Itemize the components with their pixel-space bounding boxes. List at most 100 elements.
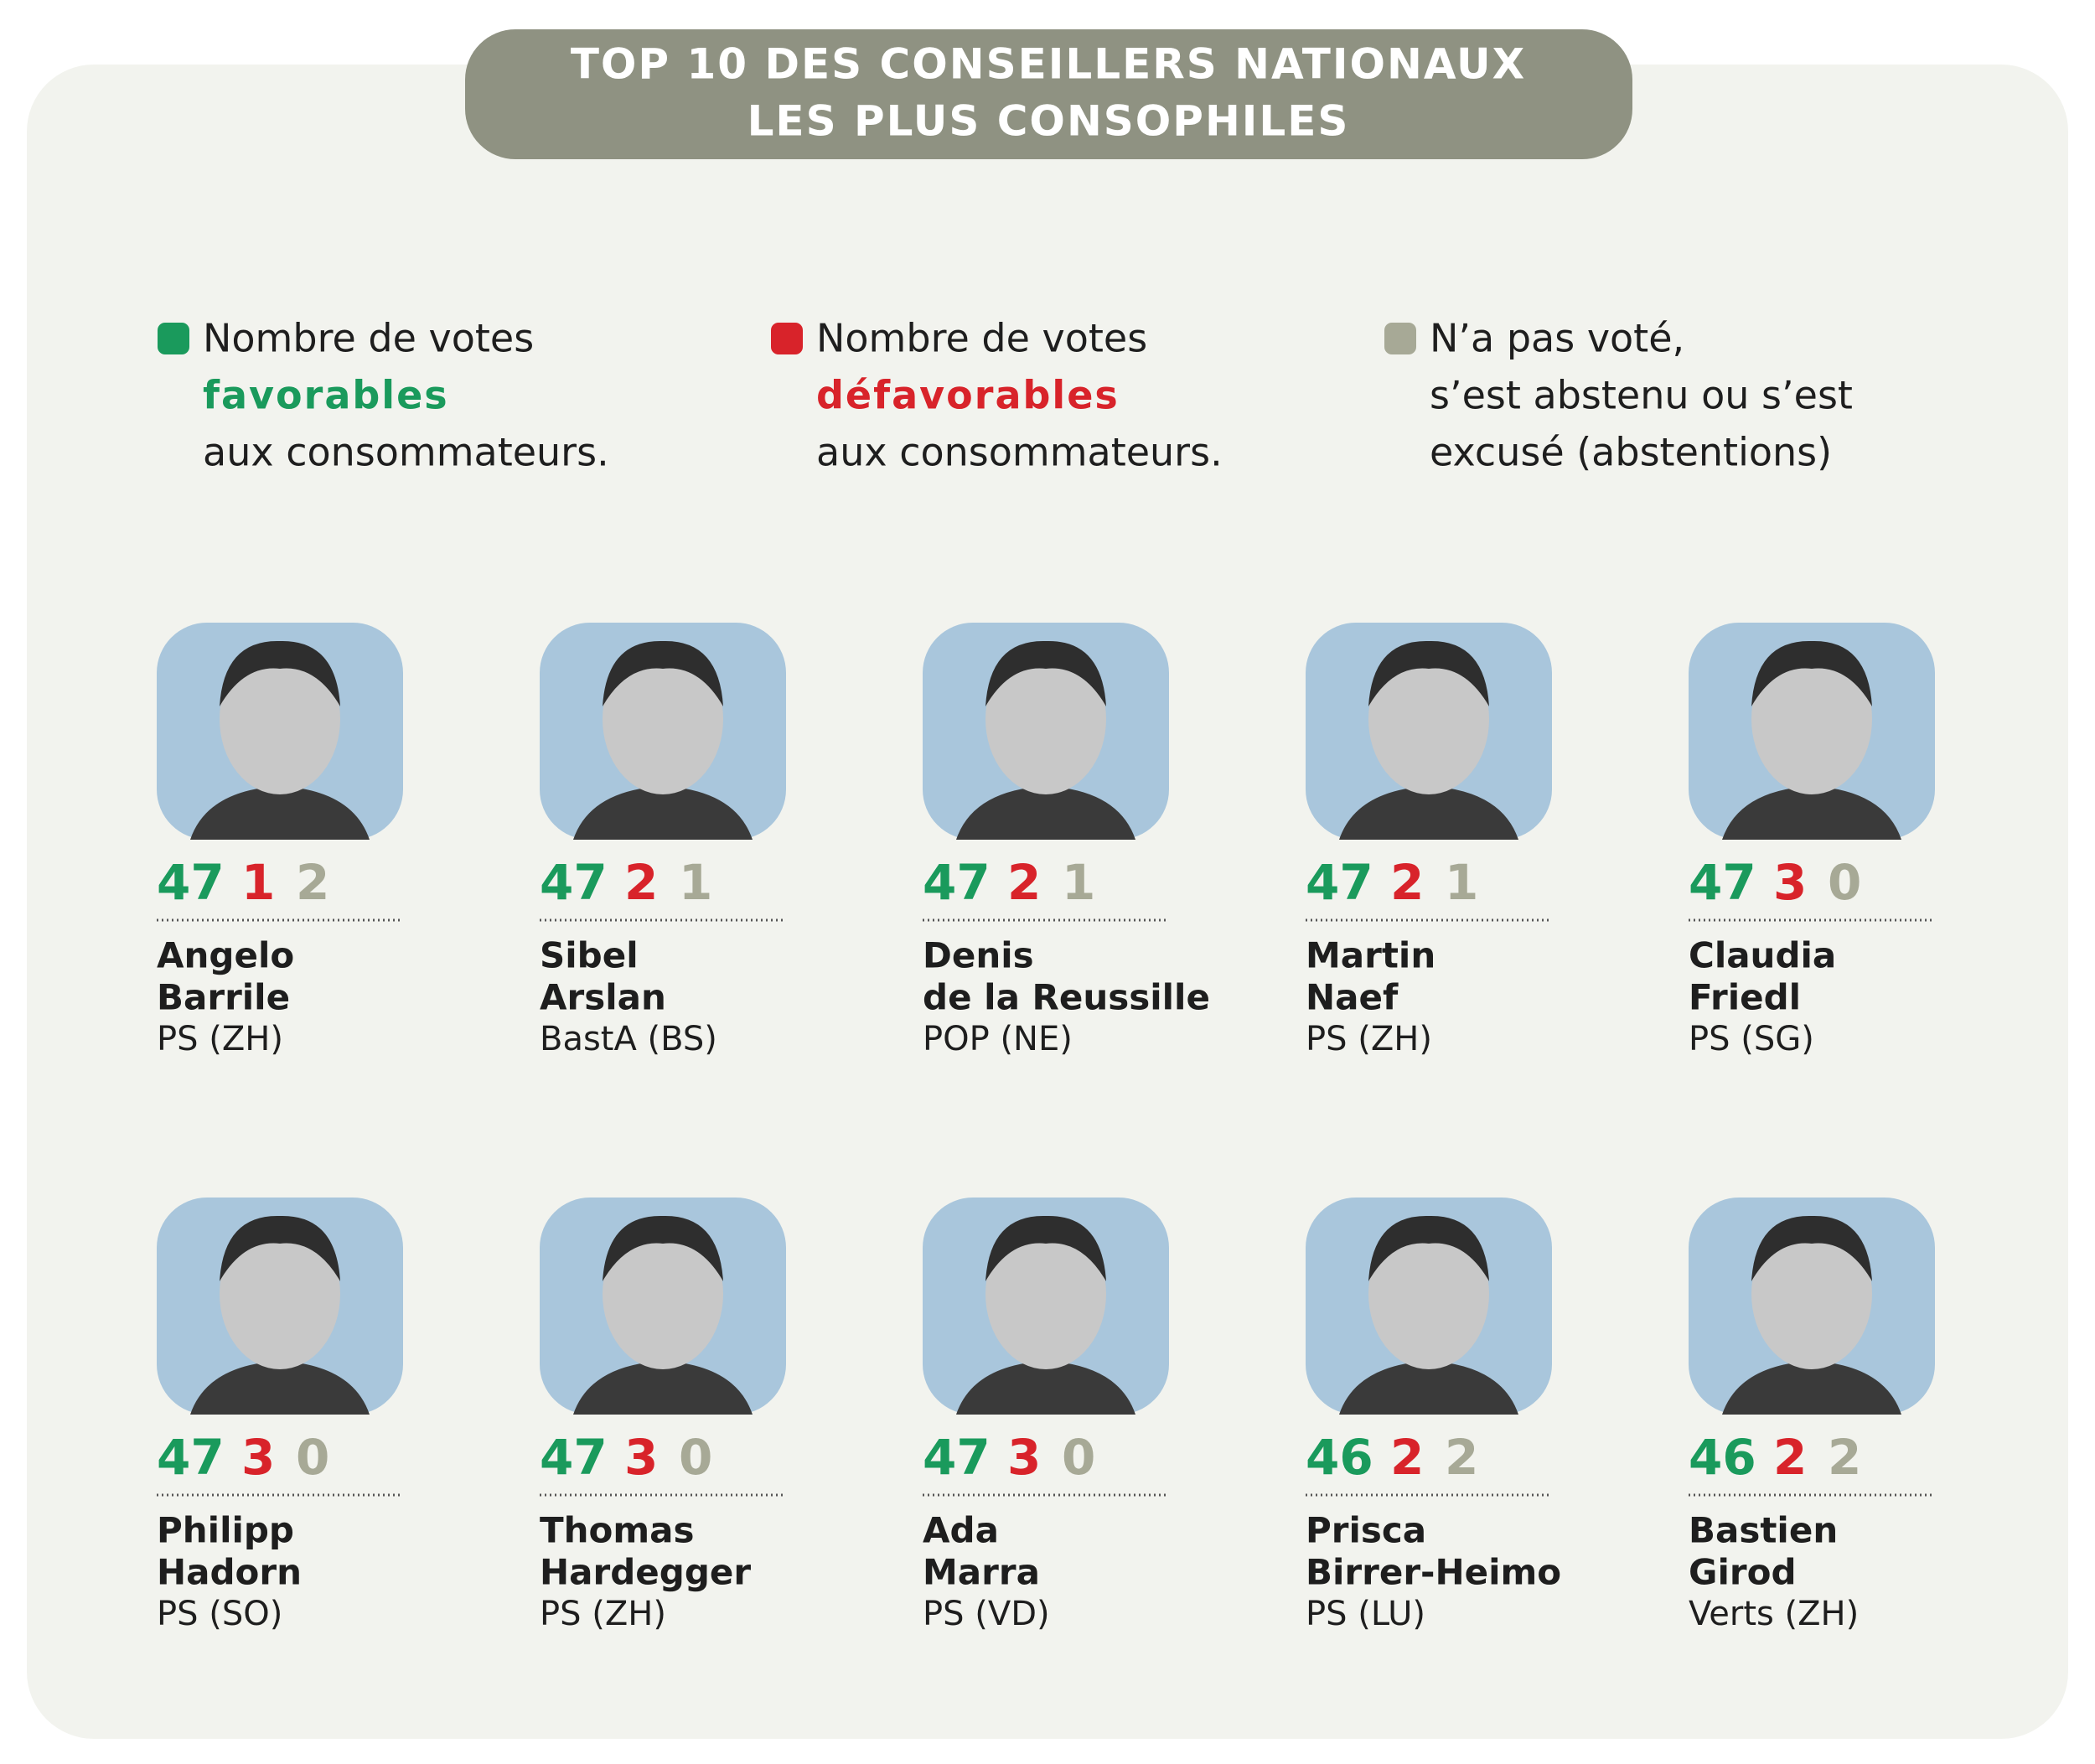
last-name: Naef [1306,977,1399,1018]
abstention-count: 1 [1445,854,1478,911]
legend-swatch [158,323,189,354]
first-name: Angelo [157,935,294,976]
portrait-hair [985,640,1106,706]
portrait-shoulders [190,1361,370,1415]
unfavorable-count: 3 [1007,1429,1041,1486]
abstention-count: 2 [1445,1429,1478,1486]
unfavorable-count: 3 [624,1429,658,1486]
first-name: Prisca [1306,1510,1426,1551]
party: PS (SO) [157,1595,282,1633]
abstention-count: 0 [1062,1429,1095,1486]
portrait-hair [603,640,723,706]
portrait-face [603,1218,723,1369]
favorable-count: 47 [540,854,608,911]
party: PS (ZH) [1306,1020,1432,1058]
portrait-face [1751,644,1872,794]
portrait-shoulders [1339,786,1518,840]
abstention-count: 1 [679,854,712,911]
legend-text: N’a pas voté, [1430,316,1684,361]
portrait-hair [1751,640,1872,706]
favorable-count: 47 [540,1429,608,1486]
portrait-shoulders [573,1361,753,1415]
party: PS (ZH) [157,1020,283,1058]
last-name: Arslan [540,977,666,1018]
favorable-count: 46 [1689,1429,1756,1486]
favorable-count: 47 [923,1429,991,1486]
portrait-hair [220,1215,340,1281]
unfavorable-count: 2 [1390,854,1424,911]
legend-text: favorables [203,373,449,418]
party: Verts (ZH) [1689,1595,1859,1633]
first-name: Claudia [1689,935,1836,976]
portrait-face [1751,1218,1872,1369]
first-name: Bastien [1689,1510,1838,1551]
last-name: Girod [1689,1552,1797,1593]
portrait-hair [1751,1215,1872,1281]
abstention-count: 0 [679,1429,712,1486]
unfavorable-count: 2 [1007,854,1041,911]
portrait-face [1368,644,1489,794]
party: PS (LU) [1306,1595,1425,1633]
last-name: Birrer-Heimo [1306,1552,1561,1593]
unfavorable-count: 2 [1390,1429,1424,1486]
first-name: Thomas [540,1510,695,1551]
portrait-face [220,1218,340,1369]
portrait-face [603,644,723,794]
legend-text: aux consommateurs. [203,430,609,475]
party: PS (VD) [923,1595,1050,1633]
title-line: TOP 10 DES CONSEILLERS NATIONAUX [571,40,1526,89]
legend-swatch [771,323,803,354]
last-name: Barrile [157,977,290,1018]
portrait-hair [1368,640,1489,706]
first-name: Philipp [157,1510,294,1551]
portrait-hair [1368,1215,1489,1281]
panel [27,65,2068,1739]
legend-text: défavorables [816,373,1120,418]
favorable-count: 47 [923,854,991,911]
last-name: Marra [923,1552,1040,1593]
portrait-hair [220,640,340,706]
legend-text: excusé (abstentions) [1430,430,1832,475]
legend-swatch [1384,323,1416,354]
first-name: Sibel [540,935,639,976]
abstention-count: 2 [1828,1429,1861,1486]
unfavorable-count: 2 [1773,1429,1807,1486]
first-name: Denis [923,935,1034,976]
portrait-face [985,644,1106,794]
portrait-shoulders [1722,1361,1901,1415]
unfavorable-count: 1 [241,854,275,911]
first-name: Ada [923,1510,999,1551]
abstention-count: 0 [296,1429,329,1486]
abstention-count: 2 [296,854,329,911]
legend-text: s’est abstenu ou s’est [1430,373,1853,418]
favorable-count: 47 [157,854,225,911]
portrait-shoulders [1339,1361,1518,1415]
portrait-shoulders [573,786,753,840]
last-name: de la Reussille [923,977,1210,1018]
portrait-shoulders [1722,786,1901,840]
abstention-count: 1 [1062,854,1095,911]
favorable-count: 47 [1306,854,1373,911]
portrait-hair [985,1215,1106,1281]
portrait-face [1368,1218,1489,1369]
unfavorable-count: 2 [624,854,658,911]
unfavorable-count: 3 [1773,854,1807,911]
title-line: LES PLUS CONSOPHILES [747,97,1350,146]
title-pill [465,29,1632,159]
last-name: Friedl [1689,977,1801,1018]
favorable-count: 47 [157,1429,225,1486]
party: POP (NE) [923,1020,1073,1058]
portrait-shoulders [956,786,1135,840]
favorable-count: 46 [1306,1429,1373,1486]
legend-text: Nombre de votes [203,316,534,361]
first-name: Martin [1306,935,1435,976]
party: PS (ZH) [540,1595,666,1633]
party: PS (SG) [1689,1020,1814,1058]
legend-text: aux consommateurs. [816,430,1223,475]
favorable-count: 47 [1689,854,1756,911]
portrait-shoulders [956,1361,1135,1415]
portrait-shoulders [190,786,370,840]
abstention-count: 0 [1828,854,1861,911]
